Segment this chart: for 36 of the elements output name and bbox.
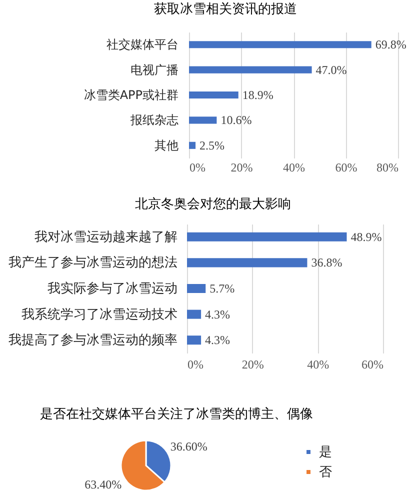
legend-label: 否 (319, 465, 332, 480)
data-label: 5.7% (210, 282, 235, 296)
data-label: 36.8% (311, 256, 342, 270)
y-tick-label: 社交媒体平台 (106, 38, 178, 52)
data-label: 48.9% (350, 230, 382, 244)
x-tick-label: 40% (283, 160, 305, 174)
y-tick-label: 电视广播 (130, 62, 178, 77)
data-label: 4.3% (205, 333, 230, 348)
chart-title: 是否在社交媒体平台关注了冰雪类的博主、偶像 (40, 406, 313, 422)
x-tick-label: 20% (230, 160, 253, 174)
x-tick-label: 60% (362, 358, 384, 372)
y-tick-label: 我对冰雪运动越来越了解 (34, 230, 178, 245)
data-label: 36.60% (170, 439, 208, 454)
data-label: 18.9% (242, 88, 274, 102)
y-tick-label: 其他 (154, 138, 178, 152)
legend-label: 是 (319, 445, 332, 460)
data-label: 4.3% (205, 307, 230, 322)
data-label: 69.8% (375, 38, 406, 52)
data-label: 63.40% (84, 478, 122, 492)
y-tick-label: 我实际参与了冰雪运动 (48, 282, 178, 296)
chart-title: 北京冬奥会对您的最大影响 (135, 197, 291, 212)
chart-title: 获取冰雪相关资讯的报道 (154, 2, 297, 17)
y-tick-label: 我系统学习了冰雪运动技术 (22, 307, 178, 322)
data-label: 47.0% (316, 62, 347, 77)
x-tick-label: 60% (335, 160, 358, 174)
x-tick-label: 0% (190, 160, 206, 174)
data-label: 2.5% (200, 138, 225, 152)
y-tick-label: 我提高了参与冰雪运动的频率 (8, 332, 178, 348)
x-tick-label: 40% (307, 358, 330, 372)
x-tick-label: 80% (376, 160, 398, 174)
y-tick-label: 冰雪类APP或社群 (84, 88, 178, 102)
x-tick-label: 20% (242, 358, 264, 372)
y-tick-label: 我产生了参与冰雪运动的想法 (8, 256, 178, 271)
y-tick-label: 报纸杂志 (130, 113, 178, 128)
x-tick-label: 0% (188, 358, 204, 372)
data-label: 10.6% (220, 113, 252, 128)
